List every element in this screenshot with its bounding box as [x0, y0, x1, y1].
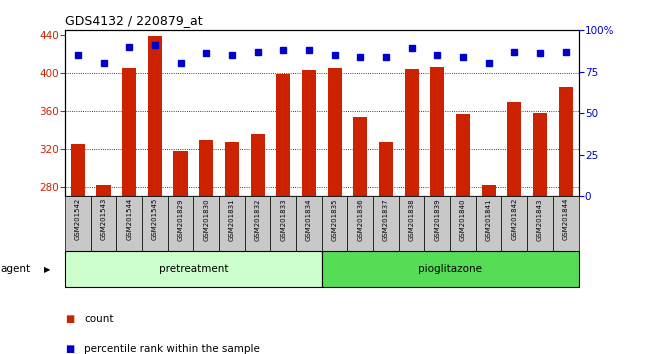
Text: GSM201544: GSM201544	[126, 198, 132, 240]
Bar	[430, 67, 445, 196]
Bar	[96, 185, 110, 196]
Bar	[65, 251, 322, 287]
Bar	[142, 196, 168, 251]
Bar	[90, 196, 116, 251]
Bar	[533, 113, 547, 196]
Bar	[296, 196, 322, 251]
Text: GSM201844: GSM201844	[563, 198, 569, 240]
Text: GSM201839: GSM201839	[434, 198, 440, 241]
Bar	[65, 196, 90, 251]
Text: ▶: ▶	[44, 264, 51, 274]
Bar	[174, 151, 188, 196]
Bar	[456, 114, 470, 196]
Bar	[424, 196, 450, 251]
Bar	[476, 196, 502, 251]
Bar	[116, 196, 142, 251]
Bar	[225, 142, 239, 196]
Bar	[328, 68, 342, 196]
Bar	[507, 102, 521, 196]
Text: GSM201831: GSM201831	[229, 198, 235, 241]
Text: GSM201542: GSM201542	[75, 198, 81, 240]
Bar	[168, 196, 194, 251]
Bar	[71, 144, 85, 196]
Bar	[302, 70, 316, 196]
Text: GSM201837: GSM201837	[383, 198, 389, 241]
Bar	[450, 196, 476, 251]
Bar	[122, 68, 136, 196]
Text: GSM201829: GSM201829	[177, 198, 183, 241]
Bar	[373, 196, 399, 251]
Bar	[244, 196, 270, 251]
Text: GSM201835: GSM201835	[332, 198, 337, 241]
Bar	[347, 196, 373, 251]
Bar	[482, 185, 496, 196]
Bar	[250, 134, 265, 196]
Text: pretreatment: pretreatment	[159, 264, 228, 274]
Text: agent: agent	[1, 264, 31, 274]
Text: GSM201841: GSM201841	[486, 198, 491, 241]
Bar	[558, 87, 573, 196]
Bar	[270, 196, 296, 251]
Text: GSM201838: GSM201838	[409, 198, 415, 241]
Text: GSM201543: GSM201543	[101, 198, 107, 240]
Bar	[194, 196, 219, 251]
Bar	[502, 196, 527, 251]
Text: percentile rank within the sample: percentile rank within the sample	[84, 344, 261, 354]
Bar	[322, 251, 578, 287]
Text: GSM201832: GSM201832	[255, 198, 261, 241]
Text: ■: ■	[65, 344, 74, 354]
Text: ■: ■	[65, 314, 74, 324]
Text: GSM201836: GSM201836	[358, 198, 363, 241]
Text: GSM201830: GSM201830	[203, 198, 209, 241]
Bar	[379, 142, 393, 196]
Text: pioglitazone: pioglitazone	[418, 264, 482, 274]
Bar	[322, 196, 347, 251]
Bar	[199, 141, 213, 196]
Bar	[552, 196, 578, 251]
Text: GSM201840: GSM201840	[460, 198, 466, 241]
Bar	[219, 196, 245, 251]
Text: GDS4132 / 220879_at: GDS4132 / 220879_at	[65, 13, 203, 27]
Text: GSM201842: GSM201842	[512, 198, 517, 240]
Bar	[404, 69, 419, 196]
Text: count: count	[84, 314, 114, 324]
Bar	[148, 36, 162, 196]
Bar	[527, 196, 552, 251]
Text: GSM201545: GSM201545	[152, 198, 158, 240]
Bar	[353, 116, 367, 196]
Text: GSM201843: GSM201843	[537, 198, 543, 241]
Text: GSM201833: GSM201833	[280, 198, 286, 241]
Bar	[399, 196, 424, 251]
Text: GSM201834: GSM201834	[306, 198, 312, 241]
Bar	[276, 74, 291, 196]
